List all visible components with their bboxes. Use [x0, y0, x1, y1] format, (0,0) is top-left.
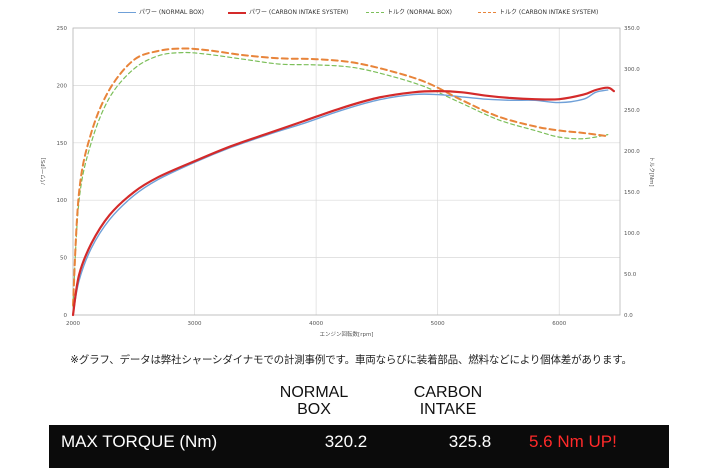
chart-axes — [72, 27, 621, 316]
y-right-axis-label: トルク[Nm] — [648, 156, 655, 186]
y-left-tick-label: 200 — [57, 83, 68, 89]
column-header-normal-box: NORMAL BOX — [259, 384, 369, 418]
column-header-carbon-line1: CARBON — [413, 384, 483, 401]
y-left-tick-label: 100 — [57, 198, 68, 204]
x-tick-label: 5000 — [431, 321, 445, 327]
y-left-tick-label: 50 — [60, 256, 67, 262]
power-torque-chart: 0 50 100 150 200 250 0.0 50.0 100.0 150.0 200.0 250… — [40, 26, 655, 338]
y-left-tick-label: 250 — [57, 26, 68, 32]
y-right-tick-label: 150.0 — [624, 190, 640, 196]
y-right-tick-label: 100.0 — [624, 231, 640, 237]
chart-grid — [72, 27, 620, 316]
x-tick-label: 6000 — [552, 321, 566, 327]
column-header-normal-line1: NORMAL — [279, 384, 349, 401]
row-max-torque-label: MAX TORQUE (Nm) — [61, 432, 218, 451]
legend-swatch — [478, 12, 496, 13]
disclaimer-note: ※グラフ、データは弊社シャーシダイナモでの計測事例です。車両ならびに装着部品、燃… — [70, 354, 632, 366]
column-header-normal-line2: BOX — [297, 401, 331, 418]
y-right-tick-label: 300.0 — [624, 67, 640, 73]
plot-area-frame — [72, 27, 621, 316]
row-max-torque-carbon: 325.8 — [448, 432, 492, 451]
series-line-2 — [72, 51, 609, 308]
y-right-tick-label: 350.0 — [624, 26, 640, 32]
y-left-tick-label: 150 — [57, 141, 68, 147]
legend-entry: パワー (CARBON INTAKE SYSTEM) — [228, 7, 348, 16]
y-right-tick-label: 50.0 — [624, 272, 637, 278]
x-tick-label: 3000 — [188, 321, 202, 327]
y-left-tick-label: 0 — [64, 313, 68, 319]
y-left-axis-label: パワー[PS] — [40, 158, 47, 186]
x-axis-label: エンジン回転数[rpm] — [320, 330, 374, 338]
legend-label: パワー (CARBON INTAKE SYSTEM) — [249, 9, 349, 16]
y-right-tick-label: 200.0 — [624, 149, 640, 155]
x-tick-label: 2000 — [66, 321, 80, 327]
column-header-carbon-line2: INTAKE — [419, 401, 477, 418]
chart-labels: 0 50 100 150 200 250 0.0 50.0 100.0 150.0 200.0 250… — [40, 26, 655, 338]
legend-swatch — [366, 12, 384, 13]
x-tick-label: 4000 — [309, 321, 323, 327]
legend-label: トルク (NORMAL BOX) — [387, 9, 452, 16]
row-max-torque-gain: 5.6 Nm UP! — [529, 432, 617, 451]
legend-entry: パワー (NORMAL BOX) — [118, 7, 204, 16]
legend-entry: トルク (NORMAL BOX) — [366, 7, 452, 16]
series-line-3 — [72, 47, 609, 307]
legend-swatch — [118, 12, 136, 13]
row-max-torque-normal: 320.2 — [324, 432, 368, 451]
column-header-carbon-intake: CARBON INTAKE — [393, 384, 503, 418]
legend-entry: トルク (CARBON INTAKE SYSTEM) — [478, 7, 598, 16]
series-line-0 — [72, 89, 609, 316]
legend-label: パワー (NORMAL BOX) — [139, 9, 204, 16]
legend-swatch — [228, 11, 246, 14]
y-right-tick-label: 0.0 — [624, 313, 633, 319]
legend-label: トルク (CARBON INTAKE SYSTEM) — [499, 9, 599, 16]
y-right-tick-label: 250.0 — [624, 108, 640, 114]
series-line-1 — [71, 86, 615, 317]
chart-legend: パワー (NORMAL BOX) パワー (CARBON INTAKE SYSTE… — [0, 7, 702, 21]
chart-series — [71, 47, 615, 317]
results-table: MAX TORQUE (Nm) 320.2 325.8 5.6 Nm UP! — [49, 425, 669, 468]
